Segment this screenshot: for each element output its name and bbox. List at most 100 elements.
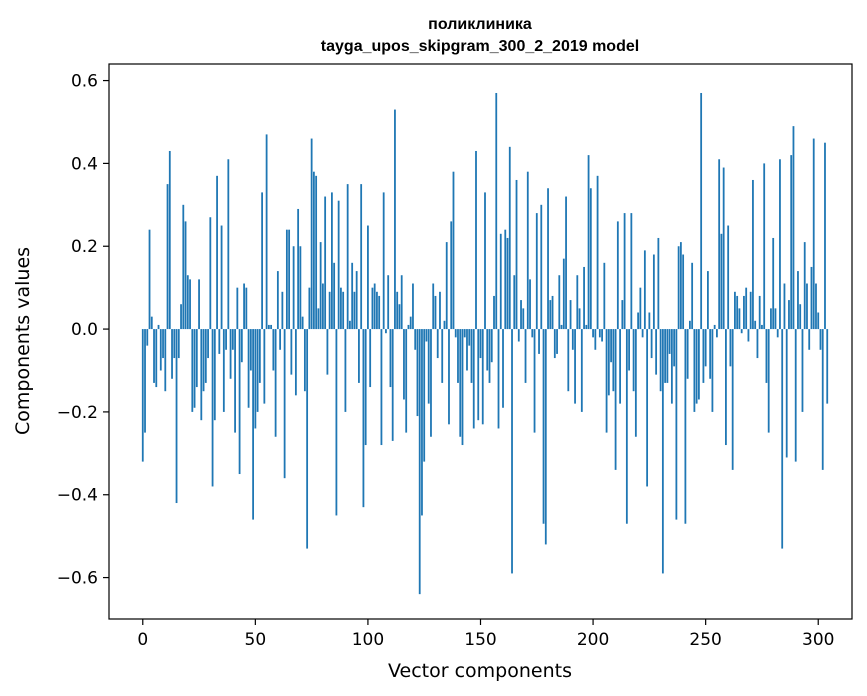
bar — [531, 329, 534, 338]
bar — [569, 300, 572, 330]
bar — [693, 329, 696, 412]
bar — [387, 275, 390, 330]
bar — [396, 291, 399, 330]
bar — [702, 329, 705, 383]
bar — [463, 329, 466, 338]
bar — [249, 329, 252, 371]
bar — [207, 329, 209, 359]
bar — [729, 329, 732, 367]
bar — [202, 329, 205, 392]
bar — [738, 308, 741, 330]
bar — [227, 159, 230, 330]
bar — [229, 329, 232, 379]
bar — [231, 329, 234, 350]
bar — [450, 221, 453, 330]
bar — [209, 217, 212, 330]
bar — [587, 155, 590, 330]
bar — [797, 271, 799, 330]
bar — [567, 329, 570, 392]
bar — [664, 329, 667, 383]
bar — [279, 329, 282, 350]
bar — [821, 329, 824, 470]
bar — [292, 246, 295, 330]
bar — [371, 287, 374, 330]
bar — [281, 291, 284, 330]
bar — [360, 184, 363, 330]
bar — [704, 329, 707, 367]
bar — [486, 329, 489, 371]
bar — [382, 192, 385, 330]
bar — [540, 204, 543, 330]
bar — [177, 329, 180, 359]
bar — [594, 329, 597, 350]
x-tick-label: 250 — [689, 630, 721, 650]
bar — [619, 329, 621, 404]
x-tick-label: 0 — [137, 630, 148, 650]
bar — [621, 300, 624, 330]
bar — [312, 171, 315, 330]
x-tick-label: 150 — [464, 630, 496, 650]
bar — [443, 320, 446, 330]
bar — [493, 295, 495, 330]
bar — [607, 329, 610, 396]
bar — [367, 225, 369, 330]
bar — [502, 329, 504, 408]
bar — [684, 329, 687, 524]
bar — [470, 329, 473, 383]
bar — [461, 329, 464, 446]
bar — [515, 179, 518, 330]
bar — [488, 329, 491, 383]
bar — [547, 188, 549, 330]
bar — [610, 329, 612, 363]
bar — [243, 283, 245, 330]
bar — [716, 329, 718, 338]
bar — [380, 329, 383, 446]
bar — [164, 329, 167, 392]
bar — [542, 329, 545, 524]
bar — [632, 329, 635, 392]
bar — [533, 329, 536, 433]
bar — [319, 242, 322, 330]
bar — [657, 237, 660, 330]
bar — [707, 271, 709, 330]
bar — [774, 308, 777, 330]
bar — [272, 329, 275, 371]
bar — [565, 196, 567, 330]
bar — [740, 329, 743, 334]
bar — [256, 329, 259, 412]
bar — [743, 295, 745, 330]
bar — [376, 291, 378, 330]
bar — [639, 287, 642, 330]
bar — [578, 308, 581, 330]
bar — [756, 329, 759, 359]
bar — [747, 329, 750, 342]
bar — [477, 329, 480, 421]
bar — [342, 291, 345, 330]
bar — [423, 329, 426, 462]
bar — [369, 329, 372, 388]
bar — [583, 266, 585, 330]
bar — [718, 159, 721, 330]
bar — [308, 287, 311, 330]
bar — [333, 262, 336, 330]
bar — [794, 329, 797, 462]
bar — [826, 329, 829, 404]
y-tick-label: −0.2 — [57, 403, 98, 423]
bar — [535, 213, 538, 330]
bar — [452, 171, 455, 330]
bar — [258, 329, 261, 383]
bar — [472, 329, 475, 429]
bar — [628, 329, 630, 371]
bar — [301, 316, 304, 330]
bar — [409, 316, 412, 330]
bar — [720, 233, 723, 330]
bar — [623, 213, 626, 330]
bar — [378, 295, 381, 330]
bar — [171, 329, 173, 379]
bar — [580, 329, 583, 412]
bar — [191, 329, 194, 412]
bar — [603, 262, 606, 330]
bar — [725, 329, 727, 446]
bar — [511, 329, 513, 574]
bar — [763, 163, 766, 330]
